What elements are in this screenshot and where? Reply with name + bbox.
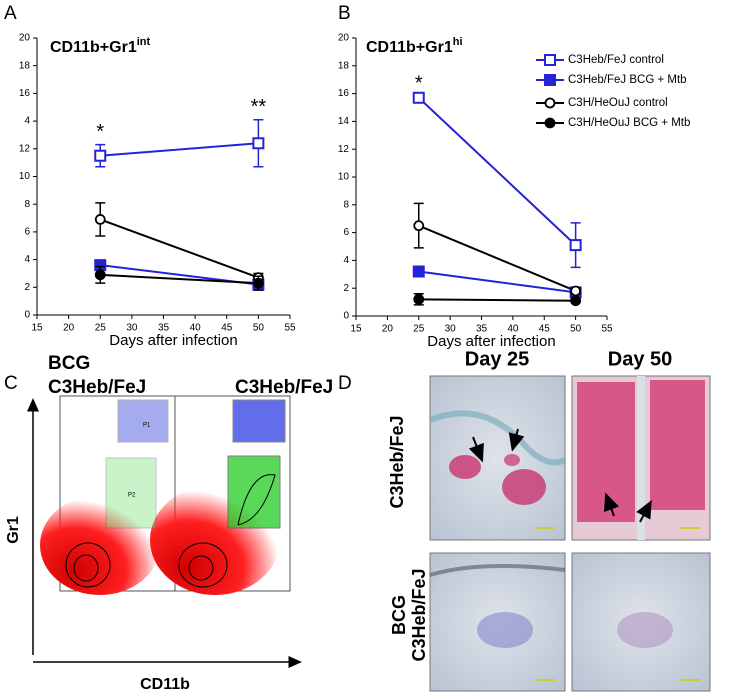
x-tick-label: 30 bbox=[445, 324, 457, 335]
annotation: * bbox=[96, 121, 104, 143]
marker bbox=[569, 239, 582, 252]
y-tick-label: 12 bbox=[338, 144, 350, 155]
x-tick-label: 30 bbox=[126, 323, 138, 334]
group-label: BCG bbox=[48, 353, 90, 374]
x-tick-label: 45 bbox=[221, 323, 233, 334]
y-tick-label: 8 bbox=[24, 199, 30, 210]
axis-title: CD11b bbox=[140, 676, 190, 693]
x-tick-label: 15 bbox=[31, 323, 43, 334]
marker bbox=[570, 285, 582, 297]
y-tick-label: 6 bbox=[24, 227, 30, 238]
row-label: C3Heb/FeJ bbox=[409, 568, 429, 661]
y-tick-label: 8 bbox=[343, 199, 349, 210]
y-tick-label: 20 bbox=[338, 33, 350, 44]
x-tick-label: 20 bbox=[63, 323, 75, 334]
marker bbox=[413, 220, 425, 232]
x-axis-title: Days after infection bbox=[427, 333, 555, 350]
legend-label: C3Heb/FeJ BCG + Mtb bbox=[568, 74, 687, 86]
axis-title: Gr1 bbox=[5, 516, 22, 544]
y-tick-label: 20 bbox=[19, 33, 31, 44]
gate-label: P1 bbox=[143, 423, 151, 429]
title-text: CD11b+Gr1 bbox=[50, 39, 137, 56]
histology-images bbox=[428, 375, 711, 692]
x-tick-label: 25 bbox=[413, 324, 425, 335]
series-line bbox=[418, 97, 577, 246]
marker bbox=[94, 149, 107, 162]
legend-label: C3H/HeOuJ control bbox=[568, 97, 668, 109]
annotation: ** bbox=[251, 96, 267, 118]
y-tick-label: 0 bbox=[24, 310, 30, 321]
series-line bbox=[418, 224, 577, 292]
title-superscript: hi bbox=[453, 36, 463, 48]
title-text: CD11b+Gr1 bbox=[366, 39, 453, 56]
y-tick-label: 6 bbox=[343, 227, 349, 238]
y-tick-label: 12 bbox=[19, 143, 31, 154]
marker bbox=[252, 137, 265, 150]
x-tick-label: 45 bbox=[539, 324, 551, 335]
y-tick-label: 10 bbox=[19, 171, 31, 182]
panel-label: B bbox=[338, 3, 351, 24]
y-tick-label: 0 bbox=[343, 311, 349, 322]
y-tick-label: 14 bbox=[338, 116, 350, 127]
annotation: * bbox=[415, 73, 423, 95]
series-line bbox=[99, 218, 259, 279]
row-label: BCG bbox=[389, 595, 409, 635]
series-line bbox=[418, 270, 576, 294]
legend-label: C3H/HeOuJ BCG + Mtb bbox=[568, 117, 690, 129]
x-tick-label: 55 bbox=[601, 324, 613, 335]
column-label: Day 50 bbox=[608, 348, 673, 370]
marker bbox=[94, 214, 106, 225]
y-tick-label: 16 bbox=[19, 88, 31, 99]
x-tick-label: 15 bbox=[350, 324, 362, 335]
x-tick-label: 35 bbox=[476, 324, 488, 335]
flow-plots: P1 P2 bbox=[40, 395, 291, 595]
column-label: Day 25 bbox=[465, 348, 530, 370]
y-tick-label: 4 bbox=[343, 255, 349, 266]
x-tick-label: 50 bbox=[570, 324, 582, 335]
title-superscript: int bbox=[137, 36, 151, 48]
y-tick-label: 16 bbox=[338, 88, 350, 99]
marker bbox=[570, 295, 582, 307]
series-line bbox=[418, 298, 576, 302]
y-tick-label: 2 bbox=[24, 282, 30, 293]
y-tick-label: 4 bbox=[24, 116, 30, 127]
gate-label: P2 bbox=[128, 493, 136, 499]
x-tick-label: 55 bbox=[284, 323, 296, 334]
y-tick-label: 2 bbox=[343, 283, 349, 294]
y-tick-label: 18 bbox=[19, 60, 31, 71]
panel-label: C bbox=[4, 373, 18, 394]
marker bbox=[252, 277, 264, 289]
legend-marker bbox=[544, 117, 556, 129]
series-line bbox=[100, 142, 259, 157]
chart-title: CD11b+Gr1hi bbox=[366, 36, 463, 56]
marker bbox=[412, 91, 425, 104]
marker bbox=[413, 293, 425, 305]
x-axis-title: Days after infection bbox=[109, 332, 237, 349]
y-tick-label: 10 bbox=[338, 172, 350, 183]
panel-label: D bbox=[338, 373, 352, 394]
plot-title: C3Heb/FeJ bbox=[48, 377, 146, 398]
x-tick-label: 20 bbox=[382, 324, 394, 335]
plot-title: C3Heb/FeJ bbox=[235, 377, 333, 398]
legend-marker bbox=[544, 74, 556, 86]
panel-label: A bbox=[4, 3, 17, 24]
legend-marker bbox=[544, 54, 556, 66]
marker bbox=[412, 265, 425, 278]
x-tick-label: 35 bbox=[158, 323, 170, 334]
x-tick-label: 40 bbox=[507, 324, 519, 335]
y-tick-label: 4 bbox=[24, 254, 30, 265]
series-line bbox=[100, 273, 259, 285]
y-tick-label: 18 bbox=[338, 60, 350, 71]
marker bbox=[94, 269, 106, 281]
row-label: C3Heb/FeJ bbox=[387, 415, 407, 508]
x-tick-label: 50 bbox=[253, 323, 265, 334]
legend-marker bbox=[544, 97, 556, 109]
x-tick-label: 40 bbox=[190, 323, 202, 334]
legend-label: C3Heb/FeJ control bbox=[568, 54, 664, 66]
chart-title: CD11b+Gr1int bbox=[50, 36, 150, 56]
x-tick-label: 25 bbox=[95, 323, 107, 334]
